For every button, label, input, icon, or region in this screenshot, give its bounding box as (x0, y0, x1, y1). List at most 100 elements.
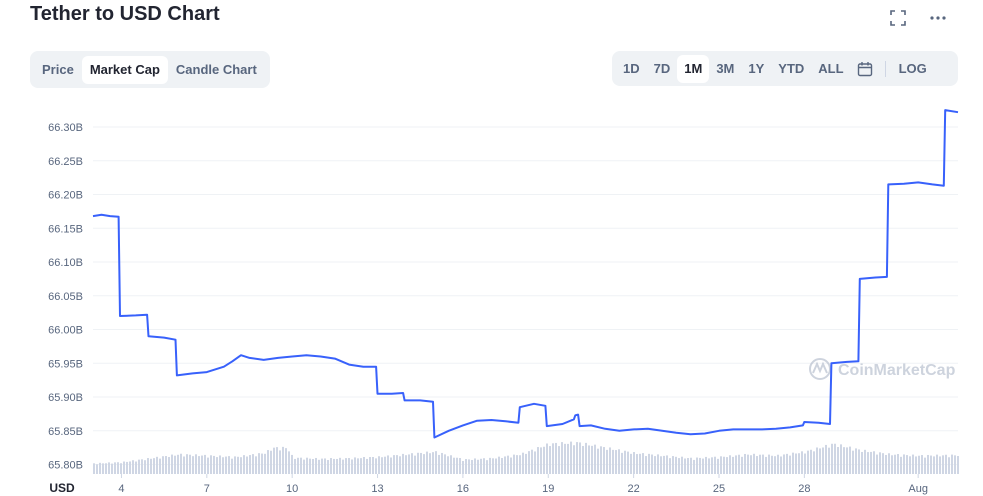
volume-bar (744, 453, 746, 474)
volume-bar (549, 446, 551, 474)
volume-bar (432, 452, 434, 474)
volume-bar (123, 461, 125, 474)
volume-bar (426, 451, 428, 474)
volume-bar (759, 454, 761, 474)
volume-bar (126, 461, 128, 474)
volume-bar (567, 443, 569, 474)
volume-bar (615, 450, 617, 474)
volume-bar (867, 452, 869, 474)
volume-bar (834, 443, 836, 474)
calendar-icon[interactable] (851, 55, 879, 83)
volume-bar (339, 457, 341, 474)
volume-bar (366, 458, 368, 474)
volume-bar (369, 457, 371, 474)
volume-bar (420, 452, 422, 474)
volume-bar (345, 458, 347, 474)
volume-bar (399, 456, 401, 474)
tab-market-cap[interactable]: Market Cap (81, 55, 168, 84)
volume-bar (474, 458, 476, 474)
volume-bar (684, 458, 686, 474)
volume-bar (156, 456, 158, 474)
volume-bar (300, 457, 302, 474)
volume-bar (738, 454, 740, 474)
volume-bar (459, 458, 461, 474)
series-layer (92, 109, 959, 439)
volume-bar (480, 458, 482, 474)
log-scale-toggle[interactable]: LOG (898, 60, 927, 76)
tab-candle-chart[interactable]: Candle Chart (175, 61, 257, 77)
volume-bar (468, 459, 470, 474)
volume-bar (210, 455, 212, 474)
volume-bar (501, 458, 503, 474)
range-1y[interactable]: 1Y (748, 60, 765, 76)
volume-bar (456, 457, 458, 474)
volume-bar (228, 456, 230, 474)
x-tick-label: 7 (204, 483, 210, 495)
volume-bar (264, 453, 266, 474)
volume-bar (444, 454, 446, 474)
volume-bar (810, 449, 812, 474)
volume-bar (171, 454, 173, 474)
volume-bar (876, 454, 878, 474)
volume-bar (780, 456, 782, 474)
tab-price[interactable]: Price (42, 61, 74, 77)
volume-bar (924, 457, 926, 474)
y-axis: 66.30B 66.25B 66.20B 66.15B 66.10B 66.05B 66.0… (48, 122, 83, 472)
range-1m[interactable]: 1M (677, 54, 710, 83)
volume-bar (588, 445, 590, 474)
volume-bar (756, 456, 758, 474)
volume-bar (327, 460, 329, 474)
volume-bar (282, 446, 284, 474)
volume-bar (939, 456, 941, 474)
x-tick-label: 16 (457, 483, 469, 495)
fullscreen-icon[interactable] (886, 6, 910, 30)
coinmarketcap-watermark: CoinMarketCap (809, 358, 956, 380)
y-tick-label: 66.20B (48, 190, 83, 202)
volume-bar (351, 459, 353, 474)
volume-bar (918, 455, 920, 474)
volume-bar (720, 456, 722, 474)
range-1d[interactable]: 1D (623, 60, 640, 76)
y-tick-label: 66.30B (48, 122, 83, 134)
volume-bar (642, 453, 644, 474)
volume-bar (873, 451, 875, 474)
volume-bar (141, 459, 143, 474)
volume-bar (564, 443, 566, 474)
x-tick-label: 28 (798, 483, 810, 495)
volume-bar (183, 456, 185, 474)
volume-bar (258, 453, 260, 474)
volume-bar (297, 457, 299, 474)
x-tick-label: 22 (628, 483, 640, 495)
range-7d[interactable]: 7D (653, 60, 671, 76)
volume-bar (477, 459, 479, 474)
volume-bar (825, 444, 827, 474)
volume-bar (552, 443, 554, 474)
chart-grid (93, 126, 958, 466)
volume-bar (222, 457, 224, 474)
y-tick-label: 65.95B (48, 358, 83, 370)
volume-bar (948, 457, 950, 474)
range-all[interactable]: ALL (818, 60, 844, 76)
more-dots-icon[interactable] (926, 6, 950, 30)
range-3m[interactable]: 3M (716, 60, 735, 76)
volume-bar (528, 451, 530, 474)
volume-bar (690, 457, 692, 474)
volume-bar (630, 453, 632, 474)
volume-bar (234, 456, 236, 474)
volume-bar (735, 455, 737, 474)
volume-bar (885, 454, 887, 474)
watermark-text: CoinMarketCap (838, 362, 956, 379)
volume-bar (450, 455, 452, 474)
volume-bar (381, 457, 383, 474)
volume-bar (129, 461, 131, 474)
volume-bar (225, 456, 227, 474)
volume-bar (111, 463, 113, 474)
volume-bar (897, 454, 899, 474)
volume-bar (537, 447, 539, 474)
volume-bar (336, 458, 338, 474)
volume-bar (276, 447, 278, 474)
volume-bar (318, 459, 320, 474)
range-ytd[interactable]: YTD (778, 60, 805, 76)
volume-bar (636, 454, 638, 474)
volume-bar (102, 463, 104, 474)
